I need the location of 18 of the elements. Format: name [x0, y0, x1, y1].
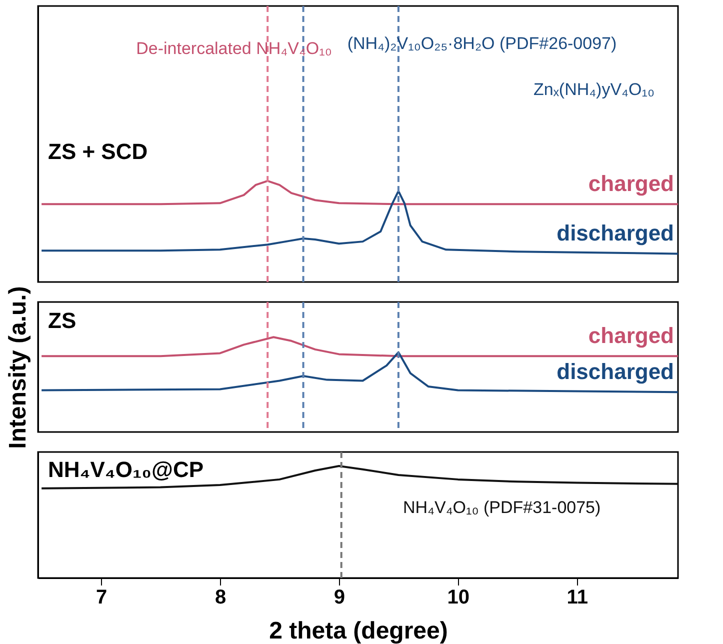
text: (NH₄)₂V₁₀O₂₅·8H₂O (PDF#26-0097) [347, 34, 617, 53]
text: Znₓ(NH₄)yV₄O₁₀ [533, 80, 655, 99]
annotation: NH₄V₄O₁₀ (PDF#31-0075) [403, 498, 601, 517]
chart-title: ZS [48, 308, 76, 333]
x-tick-label: 11 [566, 586, 588, 608]
x-tick-label: 10 [447, 586, 470, 608]
x-tick-label: 9 [334, 586, 346, 608]
chart-title: NH₄V₄O₁₀@CP [48, 457, 204, 482]
x-tick-label: 7 [96, 586, 108, 608]
y-axis-title: Intensity (a.u.) [4, 286, 32, 449]
x-tick-label: 8 [214, 586, 226, 608]
series-label: charged [588, 171, 674, 196]
chart-title: ZS + SCD [48, 139, 148, 164]
series-label: discharged [556, 359, 674, 384]
series-label: discharged [556, 220, 674, 246]
series-label: charged [588, 323, 674, 348]
x-axis-title: 2 theta (degree) [269, 618, 448, 644]
text: De-intercalated NH₄V₄O₁₀ [136, 39, 332, 58]
